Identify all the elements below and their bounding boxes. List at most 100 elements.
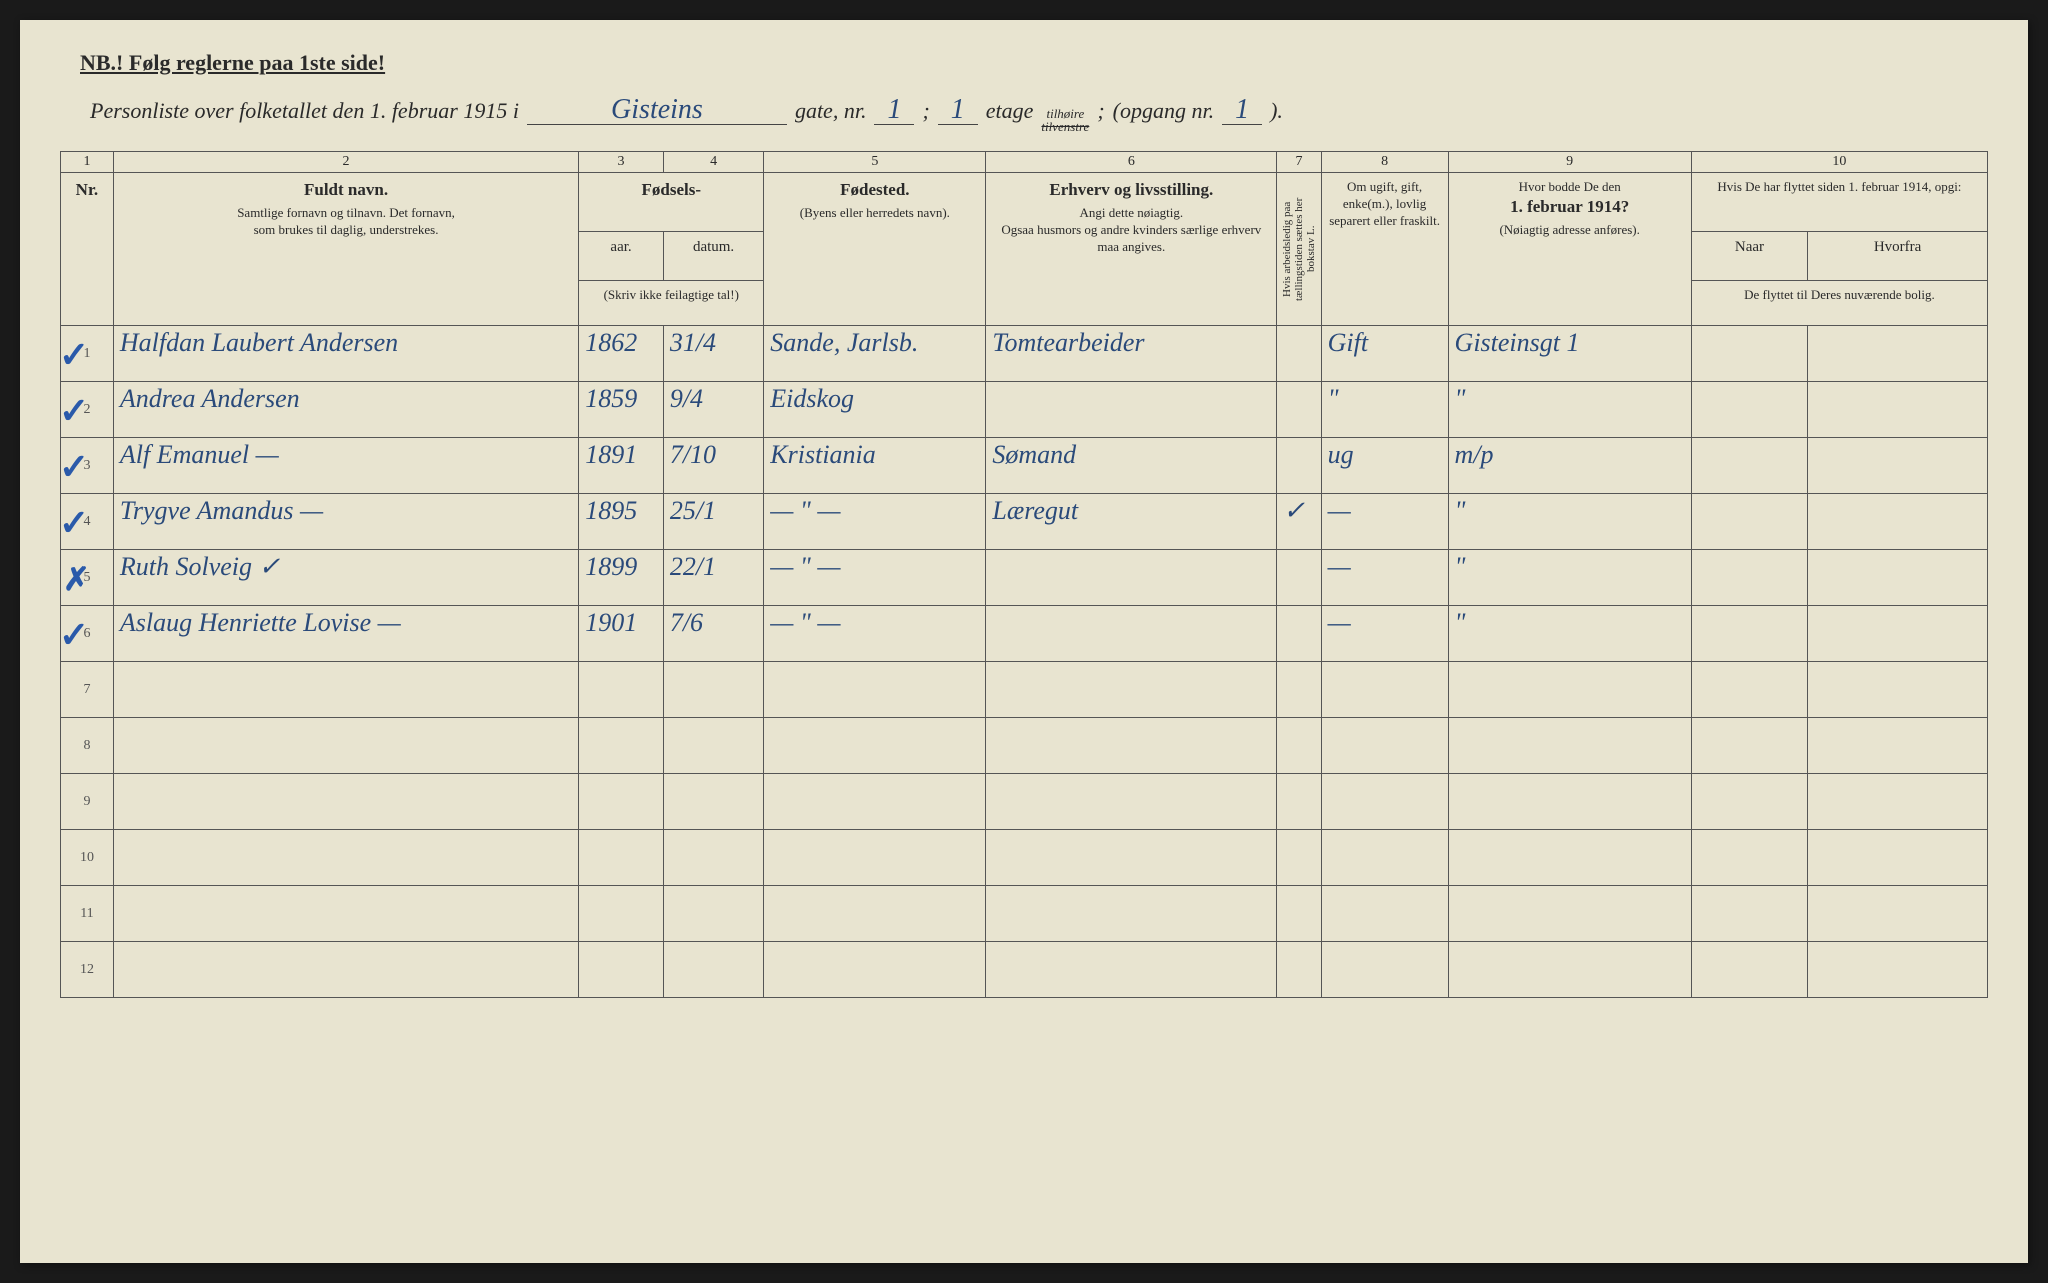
- cell-year: 1901: [579, 606, 664, 662]
- subtitle-row: Personliste over folketallet den 1. febr…: [90, 96, 1988, 133]
- col-whence-header: Hvorfra: [1808, 231, 1988, 280]
- table-row: 7: [61, 662, 1988, 718]
- cell-when: [1691, 662, 1807, 718]
- cell-marital: [1321, 718, 1448, 774]
- cell-year: [579, 830, 664, 886]
- row-nr: ✓4: [61, 494, 114, 550]
- cell-residence: [1448, 662, 1691, 718]
- colnum: 7: [1277, 152, 1321, 173]
- cell-occupation: [986, 606, 1277, 662]
- cell-name: Aslaug Henriette Lovise —: [113, 606, 578, 662]
- table-row: ✓3Alf Emanuel —18917/10KristianiaSømandu…: [61, 438, 1988, 494]
- col-date-header: datum.: [663, 231, 763, 280]
- table-header: 1 2 3 4 5 6 7 8 9 10 Nr. Fuldt navn. Sam…: [61, 152, 1988, 326]
- cell-whence: [1808, 438, 1988, 494]
- cell-whence: [1808, 830, 1988, 886]
- cell-marital: ": [1321, 382, 1448, 438]
- cell-occupation: [986, 774, 1277, 830]
- col-year-header: aar.: [579, 231, 664, 280]
- label-etage: etage: [986, 98, 1034, 124]
- table-row: 10: [61, 830, 1988, 886]
- col-marital-header: Om ugift, gift, enke(m.), lovlig separer…: [1321, 173, 1448, 326]
- cell-birthplace: [764, 662, 986, 718]
- cell-residence: Gisteinsgt 1: [1448, 326, 1691, 382]
- row-nr: 7: [61, 662, 114, 718]
- row-nr: 11: [61, 886, 114, 942]
- cell-date: 7/6: [663, 606, 763, 662]
- cell-birthplace: Eidskog: [764, 382, 986, 438]
- row-nr: 12: [61, 942, 114, 998]
- cell-name: Alf Emanuel —: [113, 438, 578, 494]
- label-gate: gate, nr.: [795, 98, 867, 124]
- cell-whence: [1808, 326, 1988, 382]
- cell-col7: [1277, 606, 1321, 662]
- cell-col7: [1277, 718, 1321, 774]
- cell-birthplace: — " —: [764, 550, 986, 606]
- cell-col7: [1277, 942, 1321, 998]
- opgang-label: (opgang nr.: [1113, 98, 1214, 124]
- subtitle-prefix: Personliste over folketallet den 1. febr…: [90, 98, 519, 124]
- opgang-nr: 1: [1222, 96, 1262, 125]
- cell-date: 9/4: [663, 382, 763, 438]
- cell-residence: [1448, 886, 1691, 942]
- cell-when: [1691, 382, 1807, 438]
- cell-residence: [1448, 942, 1691, 998]
- cell-name: Halfdan Laubert Andersen: [113, 326, 578, 382]
- cell-name: Andrea Andersen: [113, 382, 578, 438]
- cell-occupation: Læregut: [986, 494, 1277, 550]
- cell-name: [113, 774, 578, 830]
- cell-year: [579, 886, 664, 942]
- cell-year: 1899: [579, 550, 664, 606]
- cell-when: [1691, 438, 1807, 494]
- table-row: 11: [61, 886, 1988, 942]
- cell-whence: [1808, 886, 1988, 942]
- colnum: 2: [113, 152, 578, 173]
- cell-name: [113, 718, 578, 774]
- cell-year: 1859: [579, 382, 664, 438]
- colnum: 8: [1321, 152, 1448, 173]
- cell-whence: [1808, 718, 1988, 774]
- cell-marital: [1321, 886, 1448, 942]
- nb-header: NB.! Følg reglerne paa 1ste side!: [80, 50, 1988, 76]
- row-nr: 10: [61, 830, 114, 886]
- cell-col7: [1277, 438, 1321, 494]
- cell-occupation: Tomtearbeider: [986, 326, 1277, 382]
- cell-date: 31/4: [663, 326, 763, 382]
- col-when-header: Naar: [1691, 231, 1807, 280]
- table-row: 8: [61, 718, 1988, 774]
- cell-marital: —: [1321, 606, 1448, 662]
- col-7-header: Hvis arbeidsledig paa tællingstiden sætt…: [1277, 173, 1321, 326]
- cell-whence: [1808, 942, 1988, 998]
- cell-birthplace: — " —: [764, 606, 986, 662]
- closing: ).: [1270, 98, 1283, 124]
- table-row: ✓4Trygve Amandus —189525/1— " —Læregut✓—…: [61, 494, 1988, 550]
- cell-residence: [1448, 830, 1691, 886]
- cell-col7: [1277, 326, 1321, 382]
- cell-date: [663, 718, 763, 774]
- cell-year: 1862: [579, 326, 664, 382]
- cell-date: [663, 942, 763, 998]
- row-nr: ✓2: [61, 382, 114, 438]
- cell-date: [663, 886, 763, 942]
- cell-date: 25/1: [663, 494, 763, 550]
- cell-occupation: [986, 886, 1277, 942]
- floor-nr: 1: [938, 96, 978, 125]
- cell-name: [113, 886, 578, 942]
- table-row: 12: [61, 942, 1988, 998]
- cell-when: [1691, 774, 1807, 830]
- cell-residence: ": [1448, 550, 1691, 606]
- cell-col7: [1277, 550, 1321, 606]
- cell-marital: [1321, 830, 1448, 886]
- colnum: 3: [579, 152, 664, 173]
- cell-date: 7/10: [663, 438, 763, 494]
- col-birth-note: (Skriv ikke feilagtige tal!): [579, 280, 764, 325]
- cell-when: [1691, 550, 1807, 606]
- cell-marital: [1321, 662, 1448, 718]
- cell-birthplace: [764, 942, 986, 998]
- colnum: 10: [1691, 152, 1987, 173]
- cell-occupation: [986, 550, 1277, 606]
- cell-year: 1891: [579, 438, 664, 494]
- cell-whence: [1808, 382, 1988, 438]
- row-nr: 9: [61, 774, 114, 830]
- cell-when: [1691, 718, 1807, 774]
